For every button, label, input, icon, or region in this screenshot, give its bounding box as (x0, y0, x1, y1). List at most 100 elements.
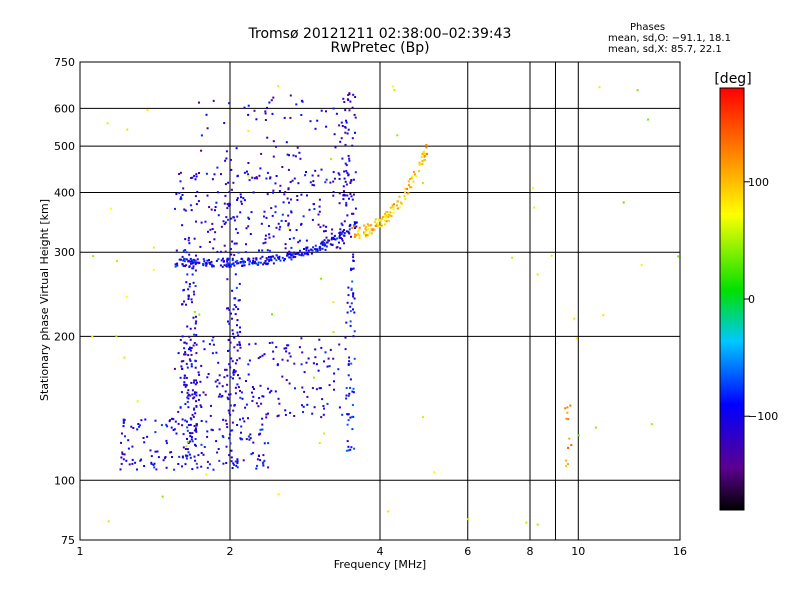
data-point (244, 251, 247, 253)
data-point (409, 186, 412, 189)
data-point (252, 388, 255, 390)
data-point (245, 243, 247, 246)
data-point (242, 261, 245, 264)
data-point (183, 288, 185, 291)
data-point (279, 259, 282, 262)
data-point (259, 167, 262, 170)
data-point (195, 400, 197, 403)
y-tick-label: 75 (61, 534, 75, 547)
data-point (421, 160, 424, 163)
data-point (350, 179, 353, 182)
data-point (194, 459, 197, 462)
data-point (206, 259, 209, 262)
data-point (183, 353, 186, 356)
data-point (183, 381, 186, 384)
data-point (308, 208, 311, 211)
data-point (275, 254, 278, 257)
data-point (272, 140, 275, 143)
data-point (325, 178, 328, 181)
data-point (511, 256, 514, 259)
data-point (249, 233, 252, 235)
y-tick-label: 600 (54, 102, 75, 115)
data-point (242, 264, 245, 267)
data-point (178, 173, 181, 175)
data-point (210, 260, 213, 263)
data-point (349, 416, 352, 419)
y-tick-label: 750 (54, 56, 75, 69)
data-point (343, 234, 346, 237)
data-point (223, 122, 226, 124)
data-point (187, 294, 190, 297)
data-point (221, 385, 224, 388)
data-point (225, 368, 228, 371)
data-point (92, 255, 95, 258)
data-point (232, 377, 234, 380)
data-point (187, 354, 190, 357)
data-point (195, 334, 198, 336)
data-point (301, 386, 304, 389)
data-point (186, 396, 189, 399)
data-point (298, 253, 301, 256)
data-point (208, 259, 210, 261)
data-point (322, 432, 325, 435)
data-point (278, 255, 281, 258)
data-point (186, 429, 189, 432)
data-point (272, 155, 275, 158)
data-point (249, 437, 252, 440)
data-point (271, 112, 274, 115)
data-point (195, 320, 198, 323)
data-point (288, 250, 291, 253)
data-point (235, 228, 238, 231)
data-point (173, 468, 176, 471)
data-point (136, 468, 138, 471)
data-point (200, 149, 203, 152)
data-point (363, 231, 365, 234)
data-point (309, 181, 312, 184)
data-point (352, 387, 355, 390)
data-point (379, 220, 382, 223)
data-point (340, 121, 343, 124)
data-point (311, 249, 314, 252)
data-point (226, 383, 229, 386)
data-point (230, 168, 233, 171)
data-point (317, 213, 320, 216)
data-point (420, 163, 422, 166)
data-point (332, 107, 335, 110)
data-point (271, 214, 274, 217)
data-point (187, 260, 190, 263)
data-point (232, 332, 235, 335)
data-point (275, 226, 278, 229)
data-point (184, 419, 187, 422)
data-point (275, 259, 278, 262)
data-point (181, 424, 184, 427)
data-point (602, 314, 605, 317)
data-point (350, 195, 353, 198)
data-point (385, 214, 388, 217)
data-point (323, 230, 325, 233)
data-point (314, 244, 317, 247)
data-point (353, 297, 356, 300)
data-point (199, 380, 202, 383)
data-point (255, 467, 258, 470)
data-point (400, 201, 403, 204)
data-point (567, 463, 569, 466)
data-point (136, 428, 139, 431)
data-point (190, 177, 193, 179)
data-point (185, 457, 188, 460)
data-point (165, 423, 168, 426)
data-point (354, 222, 356, 225)
data-point (348, 197, 350, 200)
data-point (237, 386, 240, 389)
data-point (284, 220, 287, 222)
data-point (177, 352, 180, 355)
data-point (265, 216, 268, 219)
data-point (240, 257, 243, 260)
data-point (193, 455, 196, 458)
data-point (281, 166, 284, 168)
data-point (358, 237, 361, 239)
data-point (236, 466, 239, 469)
data-point (205, 420, 208, 423)
data-point (217, 395, 220, 398)
data-point (181, 224, 184, 227)
data-point (368, 233, 370, 236)
